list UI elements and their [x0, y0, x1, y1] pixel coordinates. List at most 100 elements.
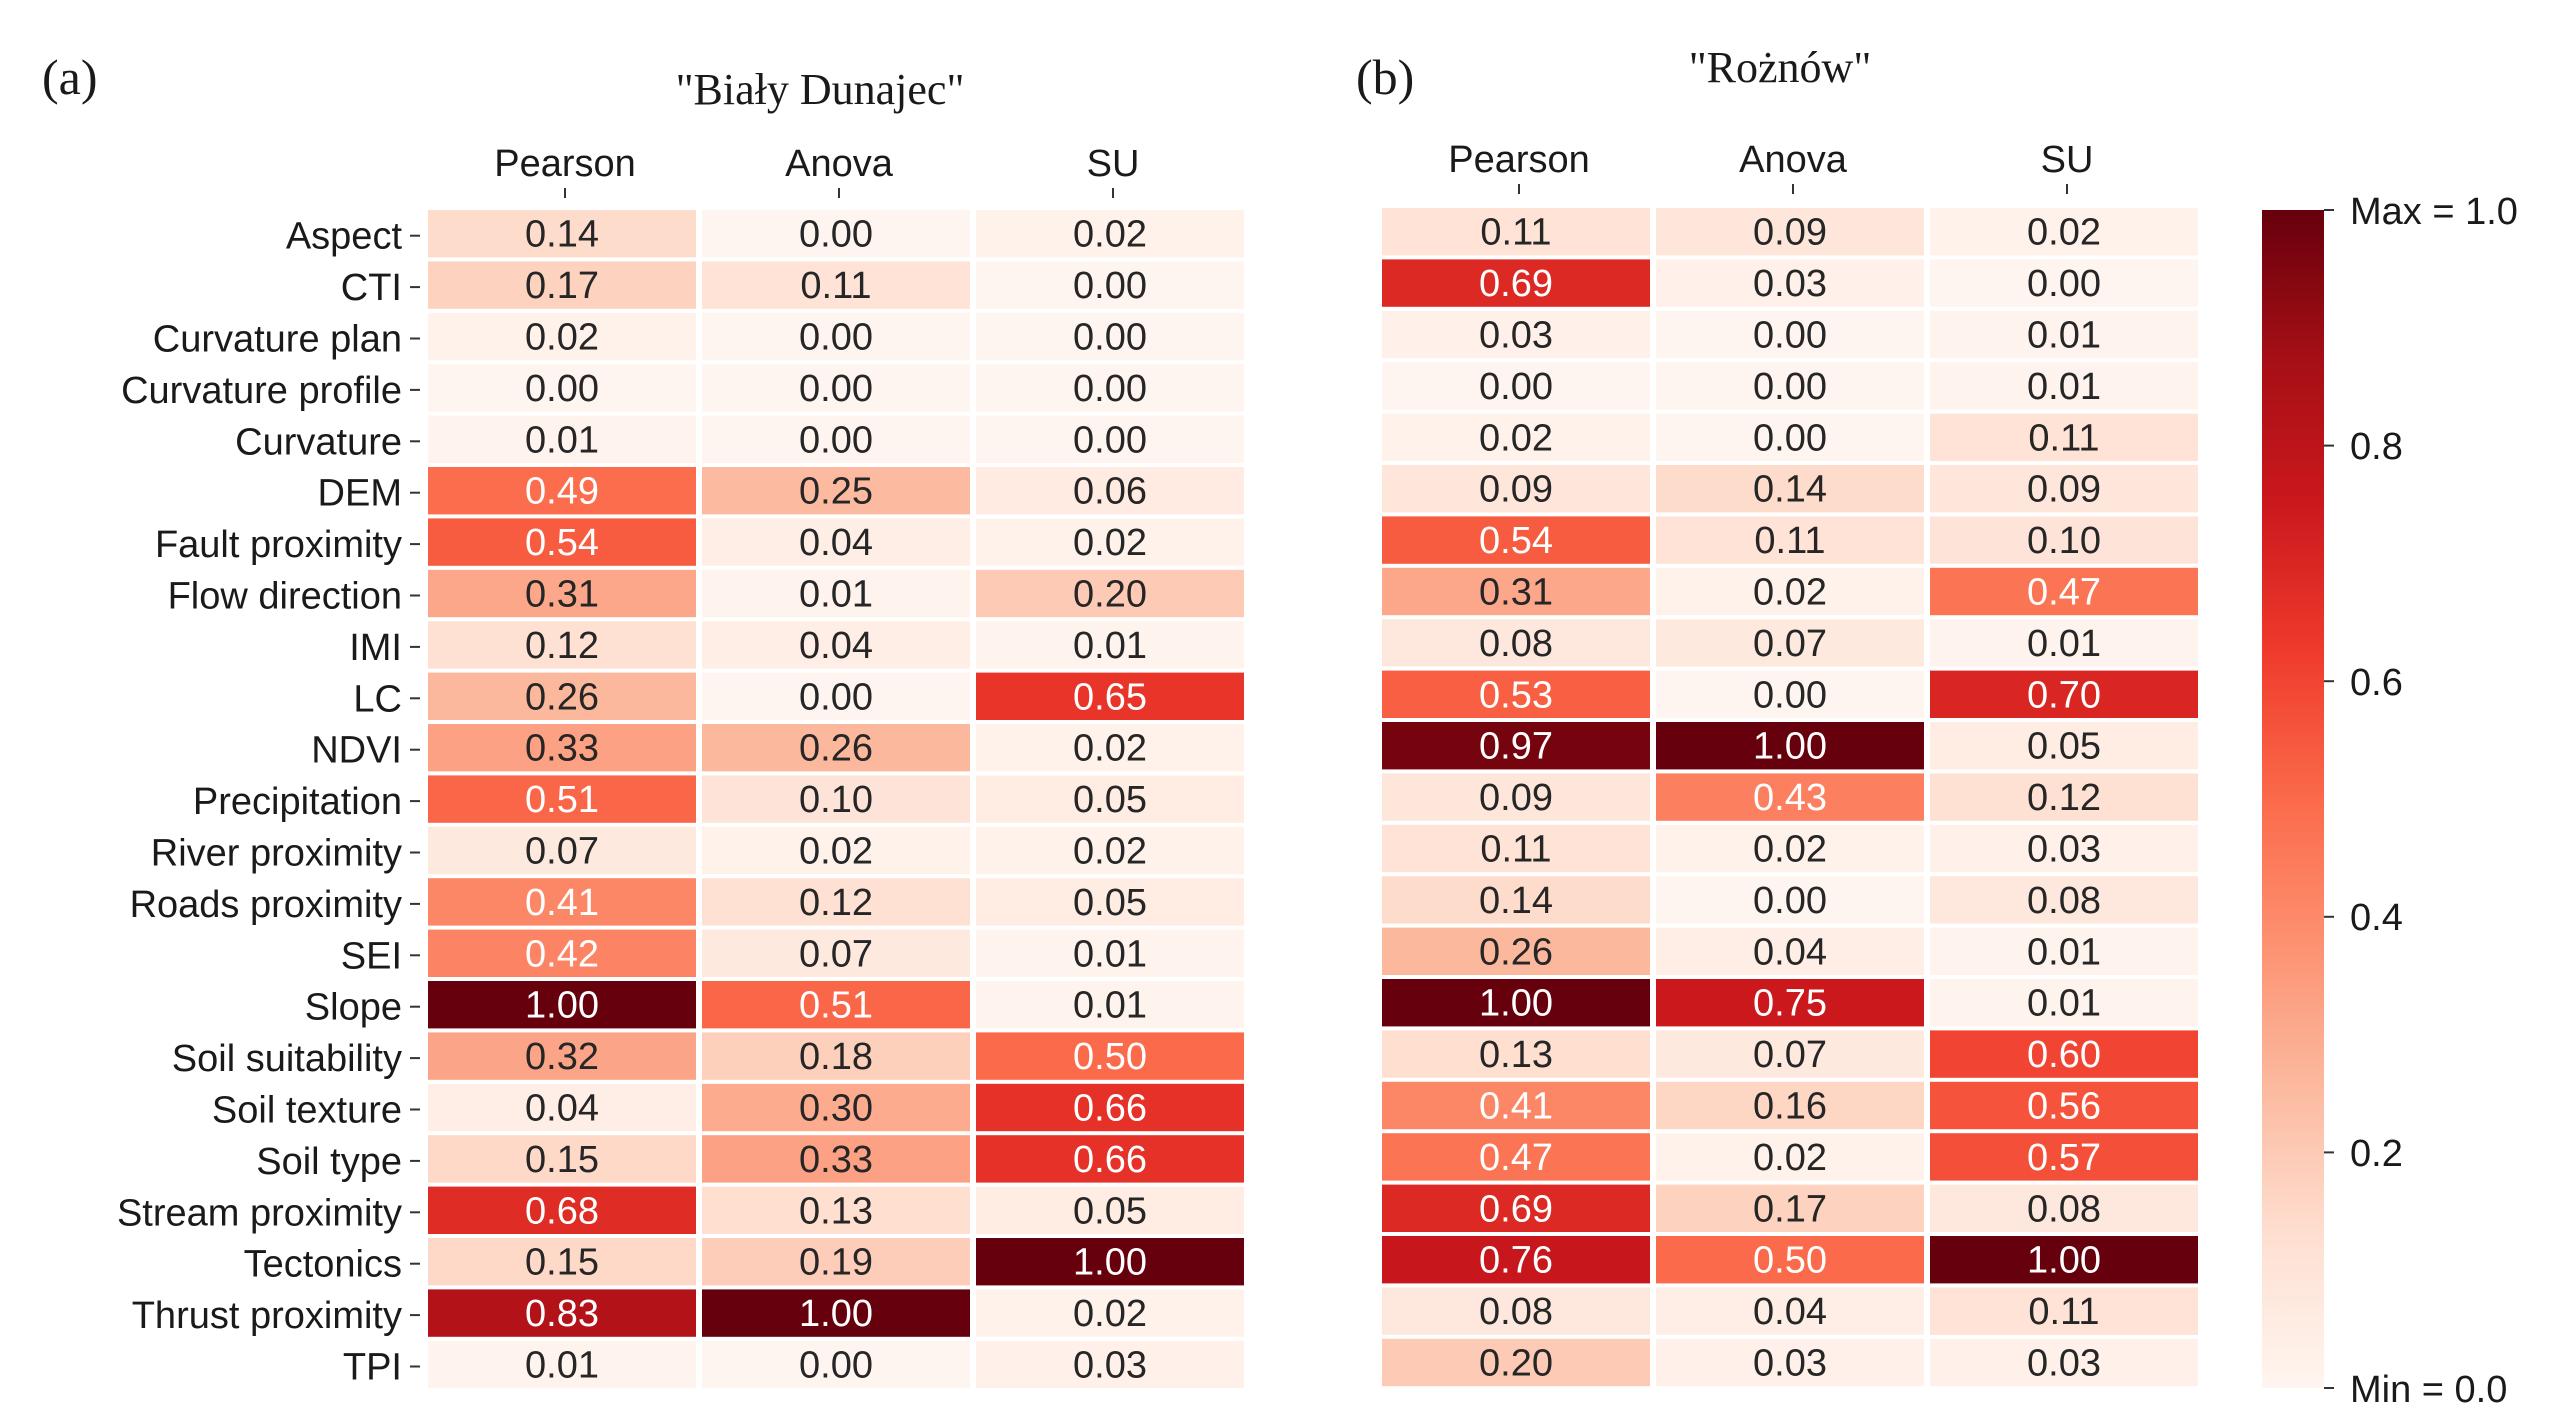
- row-label: LC: [353, 678, 402, 720]
- cell-value-label: 0.12: [525, 625, 599, 667]
- heatmap-cell: [1382, 567, 1650, 616]
- cell-value-label: 0.09: [2027, 469, 2101, 511]
- row-label: Aspect: [286, 216, 403, 258]
- cell-value-label: 0.14: [525, 214, 599, 256]
- row-label: Curvature: [235, 421, 402, 463]
- heatmap-cell: [1930, 876, 2198, 924]
- heatmap-cell: [1382, 1081, 1650, 1130]
- cell-value-label: 0.01: [2027, 366, 2101, 408]
- cell-value-label: 0.69: [1479, 1188, 1553, 1230]
- heatmap-cell: [1382, 722, 1650, 770]
- heatmap-cell: [1656, 1133, 1924, 1181]
- cell-value-label: 0.70: [2027, 674, 2101, 716]
- heatmap-cell: [428, 415, 696, 463]
- panel-a-letter: (a): [42, 49, 98, 105]
- cell-value-label: 0.56: [2027, 1086, 2101, 1128]
- cell-value-label: 0.02: [1073, 214, 1147, 256]
- cell-value-label: 0.01: [1073, 933, 1147, 975]
- cell-value-label: 0.00: [1753, 417, 1827, 459]
- column-label: Anova: [1739, 139, 1848, 181]
- cell-value-label: 0.02: [1073, 728, 1147, 770]
- heatmap-cell: [1930, 773, 2198, 821]
- cell-value-label: 0.66: [1073, 1139, 1147, 1181]
- heatmap-cell: [702, 1083, 970, 1132]
- heatmap-cell: [1930, 1236, 2198, 1284]
- column-label: Pearson: [494, 143, 636, 185]
- heatmap-cell: [428, 878, 696, 926]
- heatmap-cell: [1930, 1338, 2198, 1387]
- colorbar-tick-label: 0.6: [2350, 662, 2403, 704]
- cell-value-label: 0.01: [2027, 983, 2101, 1025]
- heatmap-cell: [1382, 670, 1650, 718]
- cell-value-label: 0.02: [799, 831, 873, 873]
- cell-value-label: 0.05: [2027, 726, 2101, 768]
- heatmap-cell: [702, 1238, 970, 1286]
- cell-value-label: 0.04: [799, 625, 873, 667]
- heatmap-cell: [1656, 824, 1924, 873]
- cell-value-label: 0.00: [799, 214, 873, 256]
- heatmap-cell: [976, 1083, 1244, 1132]
- cell-value-label: 0.02: [1073, 522, 1147, 564]
- cell-value-label: 0.00: [525, 368, 599, 410]
- cell-value-label: 0.00: [1073, 368, 1147, 410]
- heatmap-cell: [702, 569, 970, 618]
- cell-value-label: 0.41: [1479, 1086, 1553, 1128]
- cell-value-label: 0.32: [525, 1036, 599, 1078]
- heatmap-cell: [976, 312, 1244, 361]
- heatmap-cell: [428, 724, 696, 772]
- colorbar-min-label: Min = 0.0: [2350, 1369, 2507, 1411]
- heatmap-cell: [1656, 362, 1924, 410]
- heatmap-cell: [1930, 927, 2198, 975]
- cell-value-label: 0.03: [1479, 315, 1553, 357]
- cell-value-label: 0.02: [1753, 572, 1827, 614]
- heatmap-cell: [428, 569, 696, 618]
- heatmap-cell: [976, 1032, 1244, 1080]
- heatmap-cell: [1382, 619, 1650, 667]
- cell-value-label: 0.00: [799, 368, 873, 410]
- heatmap-cell: [976, 826, 1244, 875]
- cell-value-label: 0.54: [1479, 520, 1553, 562]
- row-label: River proximity: [151, 833, 402, 875]
- colorbar-tick-label: 0.8: [2350, 426, 2403, 468]
- cell-value-label: 0.26: [1479, 931, 1553, 973]
- row-label: Flow direction: [168, 576, 402, 618]
- cell-value-label: 0.51: [525, 779, 599, 821]
- cell-value-label: 0.08: [1479, 1291, 1553, 1333]
- row-label: Stream proximity: [117, 1192, 402, 1234]
- heatmap-cell: [702, 1340, 970, 1389]
- heatmap-cell: [428, 1135, 696, 1183]
- colorbar-tick-label: 0.2: [2350, 1133, 2403, 1175]
- cell-value-label: 0.20: [1479, 1343, 1553, 1385]
- cell-value-label: 0.68: [525, 1190, 599, 1232]
- cell-value-label: 0.51: [799, 985, 873, 1027]
- heatmap-cell: [1656, 465, 1924, 513]
- panel-b-title: "Rożnów": [1689, 43, 1872, 92]
- heatmap-cell: [1382, 310, 1650, 359]
- heatmap-cell: [976, 672, 1244, 720]
- cell-value-label: 0.01: [1073, 625, 1147, 667]
- heatmap-cell: [702, 467, 970, 515]
- cell-value-label: 0.00: [1753, 315, 1827, 357]
- cell-value-label: 0.20: [1073, 574, 1147, 616]
- heatmap-cell: [1656, 567, 1924, 616]
- cell-value-label: 0.00: [2027, 263, 2101, 305]
- heatmap-cell: [976, 878, 1244, 926]
- cell-value-label: 0.00: [1753, 674, 1827, 716]
- heatmap-cell: [1382, 927, 1650, 975]
- cell-value-label: 0.47: [2027, 572, 2101, 614]
- heatmap-cell: [1656, 876, 1924, 924]
- colorbar: Max = 1.0 0.8 0.6 0.4 0.2 Min = 0.0: [2262, 191, 2518, 1411]
- heatmap-cell: [428, 826, 696, 875]
- cell-value-label: 0.01: [2027, 315, 2101, 357]
- heatmap-cell: [702, 1186, 970, 1234]
- cell-value-label: 0.01: [799, 574, 873, 616]
- heatmap-cell: [1382, 979, 1650, 1027]
- heatmap-cell: [1930, 722, 2198, 770]
- heatmap-cell: [1382, 824, 1650, 873]
- cell-value-label: 0.02: [1073, 1293, 1147, 1335]
- heatmap-cell: [1656, 516, 1924, 564]
- cell-value-label: 0.41: [525, 882, 599, 924]
- cell-value-label: 0.30: [799, 1088, 873, 1130]
- heatmap-cell: [1382, 1133, 1650, 1181]
- heatmap-cell: [976, 1135, 1244, 1183]
